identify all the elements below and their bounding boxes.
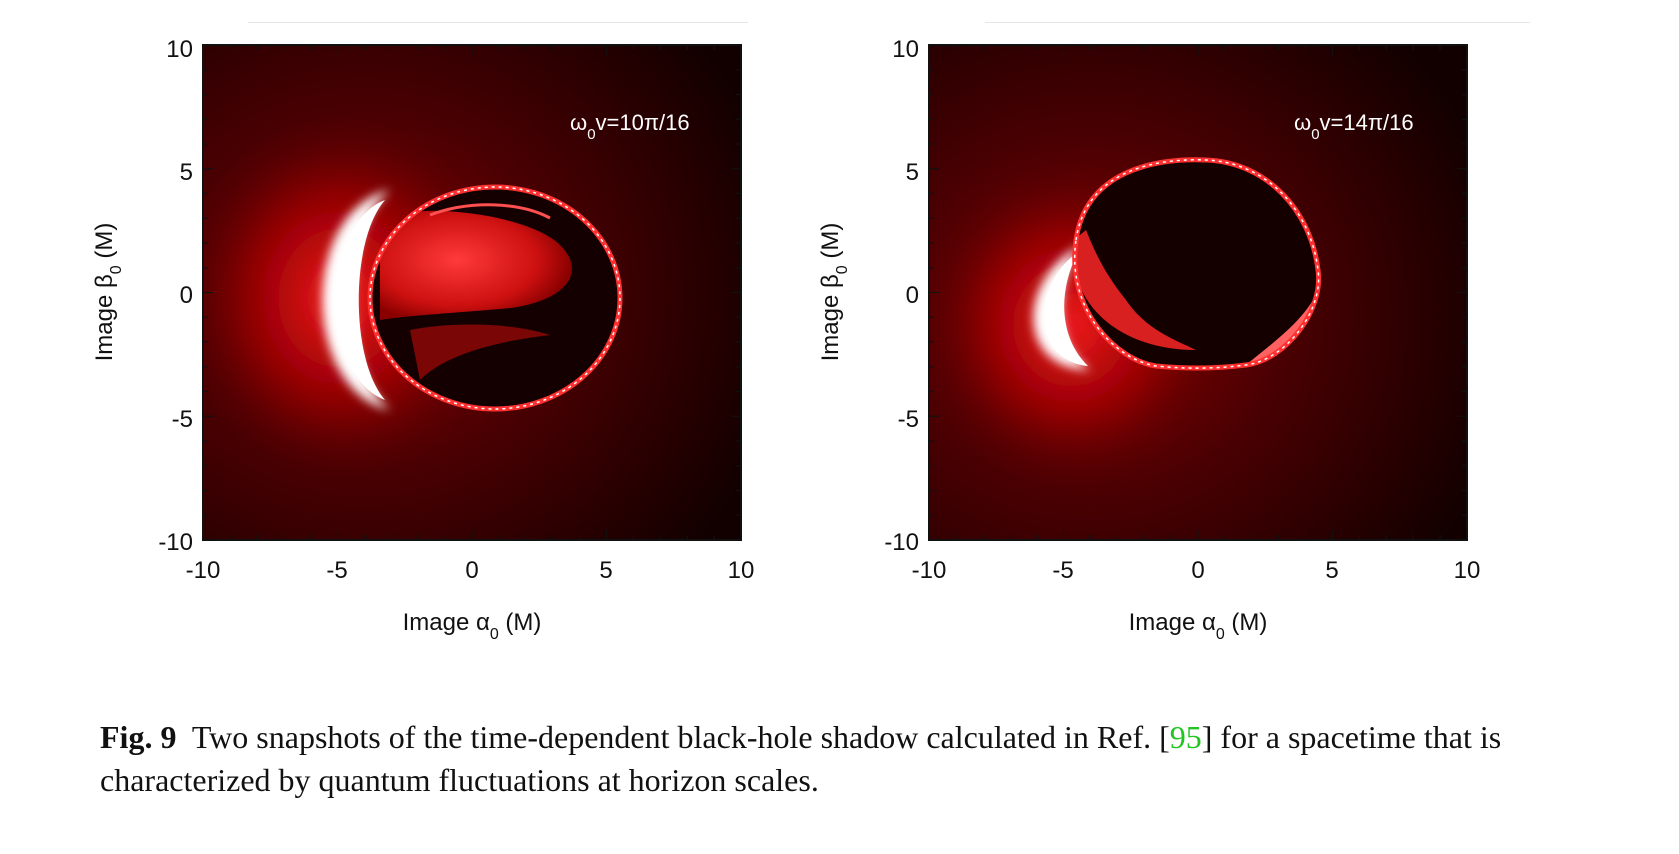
figure-label: Fig. 9: [100, 719, 177, 755]
heatmap-image: [203, 45, 741, 540]
y-tick-label: -10: [158, 529, 193, 556]
heatmap-image: [929, 45, 1467, 540]
x-tick-label: 10: [1454, 557, 1481, 584]
x-tick-label: -5: [326, 557, 347, 584]
x-tick-label: -10: [186, 557, 221, 584]
reference-link[interactable]: 95: [1169, 719, 1202, 755]
shadow-plot-1: ω0v=10π/16 10 5 0 -5 -10 -10 -5 0 5 10 I…: [91, 36, 755, 643]
top-rule-right: [985, 22, 1530, 23]
minor-ticks: [928, 44, 1468, 541]
y-tick-label: -5: [172, 406, 193, 433]
x-axis-title: Image α0 (M): [1129, 609, 1268, 643]
shadow-plot-2: ω0v=14π/16 10 5 0 -5 -10 -10 -5 0 5 10 I…: [817, 36, 1481, 643]
x-tick-label: 5: [599, 557, 612, 584]
x-tick-label: -10: [912, 557, 947, 584]
shadow-panel-2: ω0v=14π/16 10 5 0 -5 -10 -10 -5 0 5 10 I…: [816, 36, 1556, 700]
y-tick-label: 5: [180, 159, 193, 186]
y-tick-label: 0: [906, 282, 919, 309]
figure-caption: Fig. 9 Two snapshots of the time-depende…: [100, 716, 1640, 802]
shadow-panel-1: ω0v=10π/16 10 5 0 -5 -10 -10 -5 0 5 10 I…: [90, 36, 830, 700]
x-tick-label: 10: [728, 557, 755, 584]
x-tick-label: -5: [1052, 557, 1073, 584]
y-tick-label: -5: [898, 406, 919, 433]
y-axis-title: Image β0 (M): [817, 223, 851, 362]
x-axis-title: Image α0 (M): [403, 609, 542, 643]
y-tick-label: -10: [884, 529, 919, 556]
x-tick-label: 0: [1191, 557, 1204, 584]
y-tick-label: 10: [892, 36, 919, 63]
y-tick-label: 0: [180, 282, 193, 309]
panel-annotation: ω0v=14π/16: [1294, 110, 1414, 143]
y-tick-label: 10: [166, 36, 193, 63]
y-axis-title: Image β0 (M): [91, 223, 125, 362]
panel-annotation: ω0v=10π/16: [570, 110, 690, 143]
top-rule-left: [248, 22, 748, 23]
x-tick-label: 0: [465, 557, 478, 584]
x-tick-label: 5: [1325, 557, 1338, 584]
minor-ticks: [202, 44, 742, 541]
caption-text-start: Two snapshots of the time-dependent blac…: [191, 719, 1170, 755]
y-tick-label: 5: [906, 159, 919, 186]
caption-text-end: ] for a spacetime that is characterized …: [100, 719, 1502, 798]
